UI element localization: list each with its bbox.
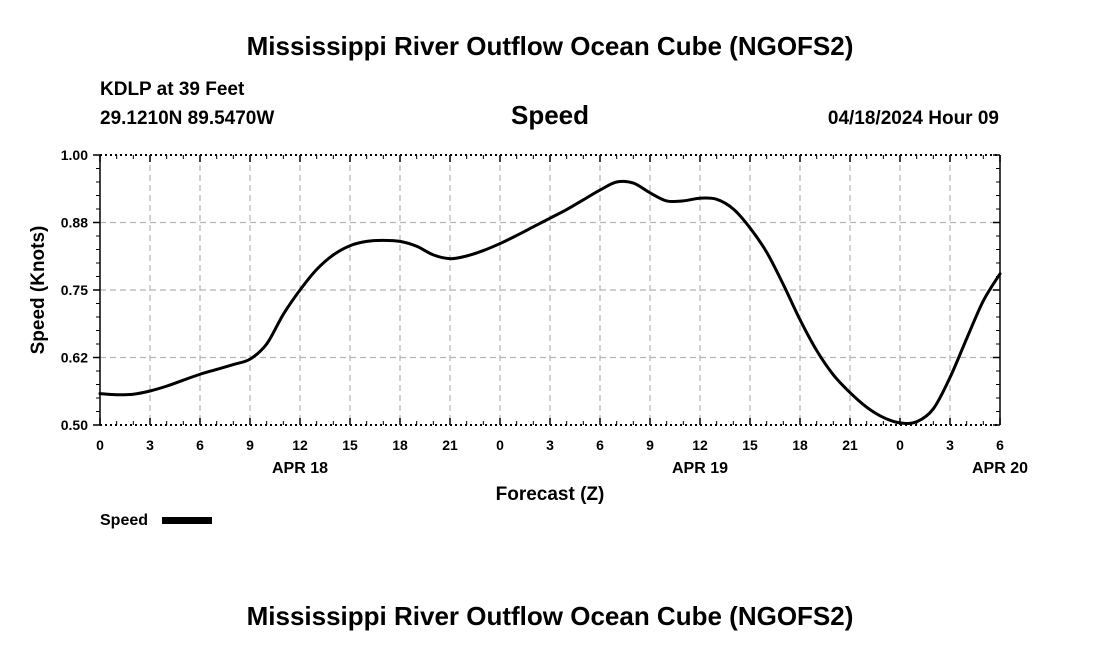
series-layer [98,179,1002,425]
x-tick-label: 18 [392,437,408,453]
x-tick-label: 18 [792,437,808,453]
x-tick-label: 3 [546,437,554,453]
coordinates-label: 29.1210N 89.5470W [100,108,274,129]
date-label: APR 18 [272,460,328,477]
x-tick-label: 0 [96,437,104,453]
tick-labels: 0 3 6 9 12 15 18 21 0 3 6 9 12 15 18 21 0 3 6 0.50 0.62 0.75 0… [61,147,1028,477]
date-label: APR 19 [672,460,728,477]
x-tick-label: 0 [496,437,504,453]
x-tick-label: 6 [996,437,1004,453]
x-tick-label: 6 [596,437,604,453]
y-tick-label: 0.75 [61,282,88,298]
x-tick-label: 12 [692,437,708,453]
page-title: Mississippi River Outflow Ocean Cube (NG… [247,31,854,61]
y-tick-label: 0.62 [61,350,88,366]
y-axis-label: Speed (Knots) [28,226,49,355]
legend-label: Speed [100,512,148,529]
date-label: APR 20 [972,460,1028,477]
x-tick-label: 21 [442,437,458,453]
x-axis-label: Forecast (Z) [496,484,605,505]
x-tick-label: 15 [342,437,358,453]
y-tick-label: 1.00 [61,147,88,163]
x-tick-label: 6 [196,437,204,453]
x-tick-label: 9 [646,437,654,453]
y-tick-label: 0.88 [61,215,88,231]
x-tick-label: 12 [292,437,308,453]
y-tick-label: 0.50 [61,417,88,433]
forecast-datetime-label: 04/18/2024 Hour 09 [828,108,999,129]
x-tick-label: 15 [742,437,758,453]
speed-series-line [98,179,1002,425]
x-tick-label: 3 [146,437,154,453]
x-tick-label: 0 [896,437,904,453]
station-label: KDLP at 39 Feet [100,79,245,100]
grid [100,155,1000,425]
x-tick-label: 9 [246,437,254,453]
x-tick-label: 3 [946,437,954,453]
footer-title: Mississippi River Outflow Ocean Cube (NG… [247,601,854,631]
axis-ticks [93,154,1001,426]
legend-swatch [162,517,212,524]
chart-title: Speed [511,100,589,130]
x-tick-label: 21 [842,437,858,453]
legend: Speed [100,512,212,529]
